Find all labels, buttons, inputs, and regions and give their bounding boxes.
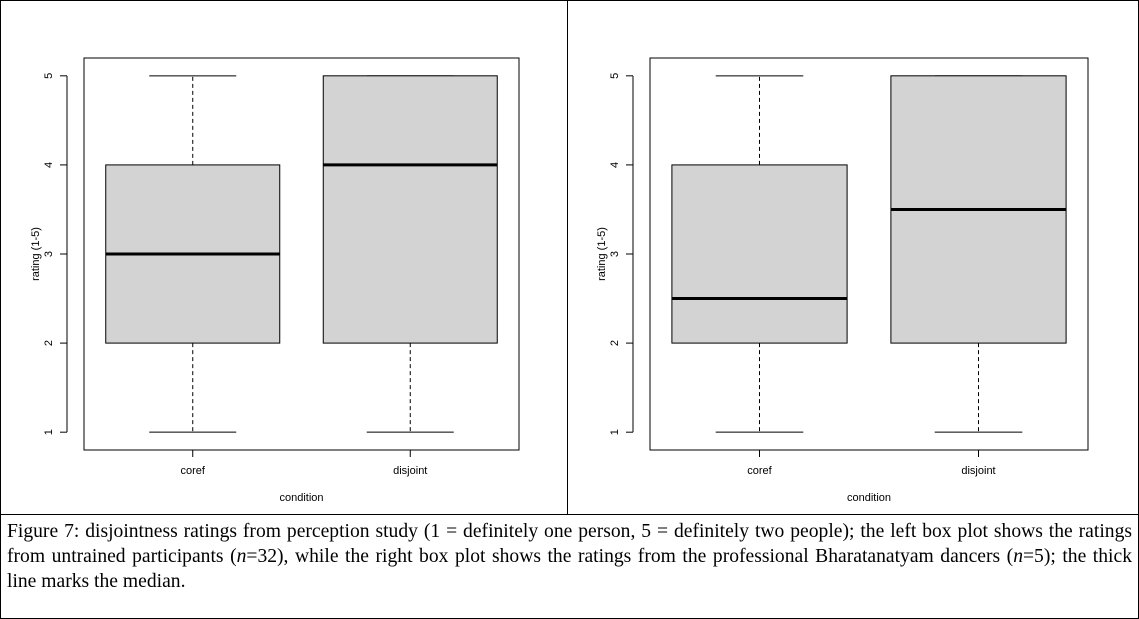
y-tick-label: 1 [609, 429, 621, 435]
box-plot-dancers-panel: 1 2 3 4 5 coref disjoint condition rating (1-5) [568, 1, 1138, 514]
y-axis-title: rating (1-5) [30, 227, 42, 281]
charts-row: 1 2 3 4 5 coref disjoint condition rating (1-5) … [1, 1, 1138, 514]
caption-text-3: =5); the thick line marks the median. [7, 546, 1132, 592]
y-tick-label: 5 [609, 73, 621, 79]
x-tick-label: disjoint [961, 465, 995, 477]
caption-divider [1, 514, 1138, 515]
x-axis-title: condition [279, 492, 323, 504]
y-axis-title: rating (1-5) [596, 227, 608, 281]
x-tick-label: disjoint [393, 465, 427, 477]
y-tick-label: 5 [43, 73, 55, 79]
caption-text-2: =32), while the right box plot shows the… [246, 546, 1014, 567]
caption-n-symbol-1: n [236, 546, 247, 567]
x-axis-title: condition [847, 492, 891, 504]
y-tick-label: 2 [43, 340, 55, 346]
y-tick-label: 2 [609, 340, 621, 346]
y-tick-label: 4 [43, 162, 55, 168]
box-plot-untrained-panel: 1 2 3 4 5 coref disjoint condition rating (1-5) [1, 1, 567, 514]
panel-divider [567, 1, 568, 514]
x-tick-label: coref [747, 465, 772, 477]
y-tick-label: 4 [609, 162, 621, 168]
y-tick-label: 1 [43, 429, 55, 435]
x-tick-label: coref [181, 465, 206, 477]
y-tick-label: 3 [609, 251, 621, 257]
caption-text-1: Figure 7: disjointness ratings from perc… [7, 521, 1132, 567]
figure-caption: Figure 7: disjointness ratings from perc… [7, 519, 1132, 594]
y-tick-label: 3 [43, 251, 55, 257]
box-disjoint [322, 75, 498, 344]
box-plot-untrained: 1 2 3 4 5 coref disjoint condition rating (1-5) [30, 57, 520, 504]
box-coref [671, 164, 848, 344]
caption-n-symbol-2: n [1013, 546, 1023, 567]
box-plot-dancers: 1 2 3 4 5 coref disjoint condition rating (1-5) [596, 57, 1089, 504]
